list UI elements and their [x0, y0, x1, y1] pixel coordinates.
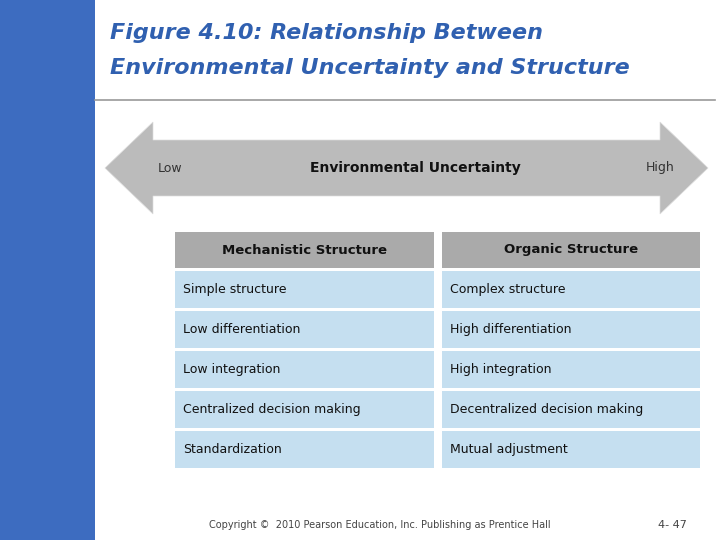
- Text: Standardization: Standardization: [183, 443, 282, 456]
- Text: Complex structure: Complex structure: [449, 283, 565, 296]
- Bar: [0, 0, 95, 540]
- Text: High integration: High integration: [449, 363, 551, 376]
- Text: Figure 4.10: Relationship Between: Figure 4.10: Relationship Between: [110, 23, 543, 43]
- Text: Low differentiation: Low differentiation: [183, 323, 300, 336]
- Bar: [175, 232, 433, 268]
- Bar: [175, 271, 433, 308]
- Bar: [175, 431, 433, 468]
- Text: High differentiation: High differentiation: [449, 323, 571, 336]
- Text: Organic Structure: Organic Structure: [504, 244, 638, 256]
- Text: Simple structure: Simple structure: [183, 283, 287, 296]
- Text: Mutual adjustment: Mutual adjustment: [449, 443, 567, 456]
- Bar: [441, 391, 700, 428]
- Text: Copyright ©  2010 Pearson Education, Inc. Publishing as Prentice Hall: Copyright © 2010 Pearson Education, Inc.…: [210, 520, 551, 530]
- Text: Decentralized decision making: Decentralized decision making: [449, 403, 643, 416]
- Text: Environmental Uncertainty and Structure: Environmental Uncertainty and Structure: [110, 58, 630, 78]
- Bar: [175, 351, 433, 388]
- Bar: [441, 271, 700, 308]
- Text: High: High: [646, 161, 675, 174]
- Text: Centralized decision making: Centralized decision making: [183, 403, 361, 416]
- Bar: [441, 351, 700, 388]
- Text: Mechanistic Structure: Mechanistic Structure: [222, 244, 387, 256]
- Bar: [441, 232, 700, 268]
- Bar: [175, 311, 433, 348]
- Bar: [175, 391, 433, 428]
- Text: Low integration: Low integration: [183, 363, 280, 376]
- Text: Environmental Uncertainty: Environmental Uncertainty: [310, 161, 521, 175]
- Bar: [441, 311, 700, 348]
- Text: 4- 47: 4- 47: [657, 520, 686, 530]
- Text: Low: Low: [158, 161, 182, 174]
- Bar: [441, 431, 700, 468]
- Polygon shape: [105, 122, 708, 214]
